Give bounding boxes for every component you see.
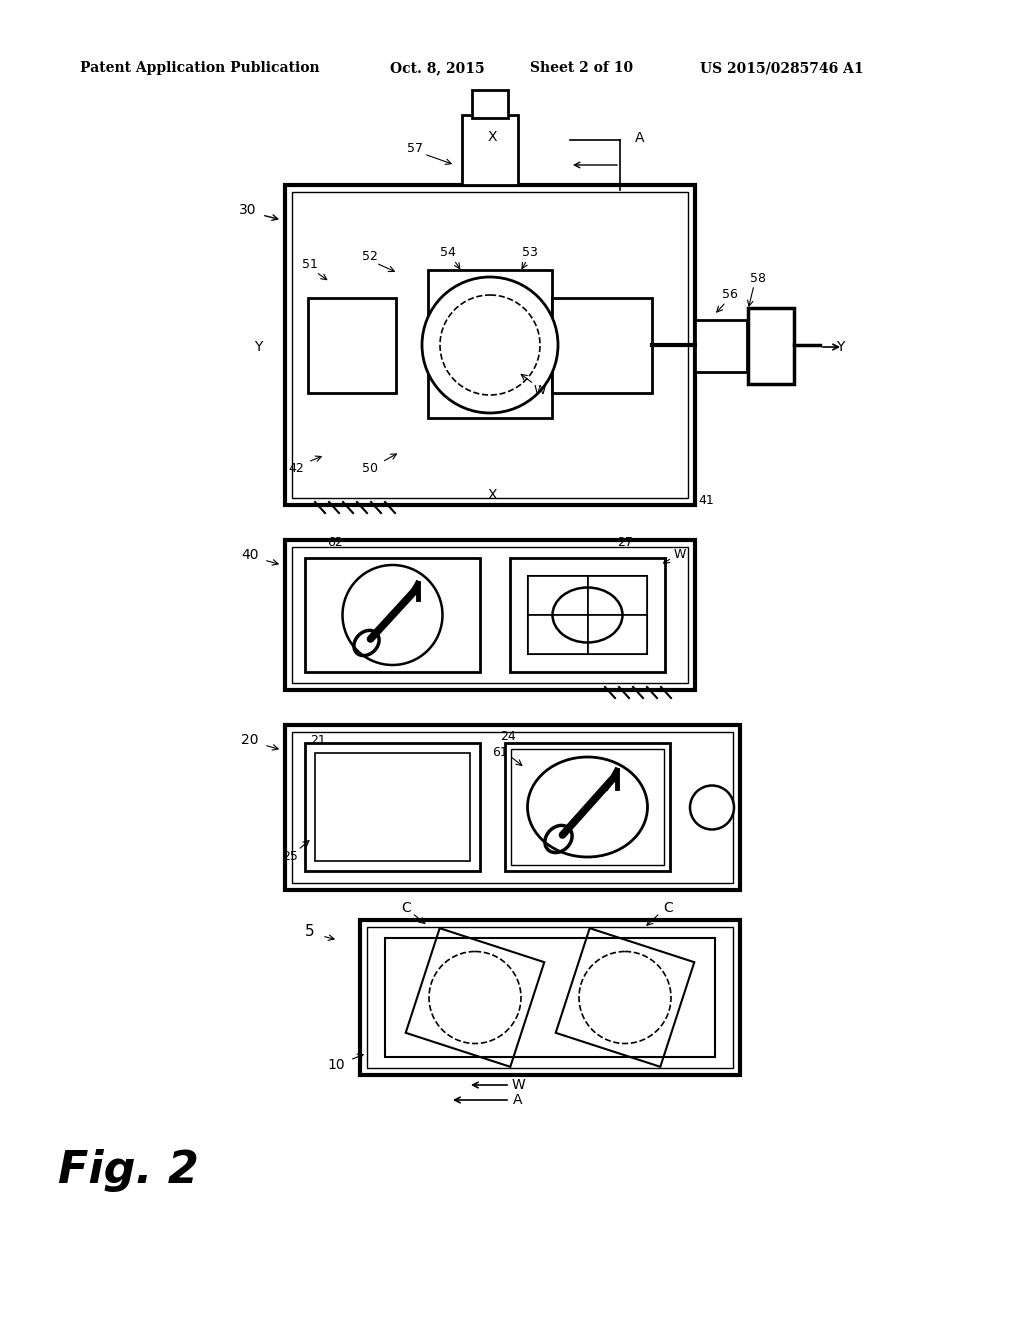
Text: Y: Y <box>254 341 262 354</box>
Bar <box>315 752 470 861</box>
Text: Y: Y <box>836 341 844 354</box>
Bar <box>428 271 552 418</box>
Text: 10: 10 <box>328 1059 345 1072</box>
Circle shape <box>440 294 540 395</box>
Circle shape <box>579 952 671 1044</box>
Bar <box>748 308 794 384</box>
Text: US 2015/0285746 A1: US 2015/0285746 A1 <box>700 61 863 75</box>
Text: A: A <box>635 131 645 145</box>
Bar <box>367 927 733 1068</box>
Bar <box>528 576 588 615</box>
Bar <box>528 615 588 653</box>
Text: 57: 57 <box>407 141 423 154</box>
Text: 20: 20 <box>242 733 259 747</box>
Bar <box>360 920 740 1074</box>
Circle shape <box>422 277 558 413</box>
Bar <box>305 743 480 871</box>
Bar <box>292 191 688 498</box>
Text: 53: 53 <box>522 246 538 259</box>
Text: 61: 61 <box>493 746 508 759</box>
Text: 21: 21 <box>310 734 326 747</box>
Bar <box>285 185 695 506</box>
Bar <box>588 576 647 615</box>
Text: 25: 25 <box>282 850 298 862</box>
Bar <box>462 115 518 185</box>
Bar <box>285 725 740 890</box>
Bar <box>505 743 670 871</box>
Text: X: X <box>487 488 497 502</box>
Text: Patent Application Publication: Patent Application Publication <box>80 61 319 75</box>
Text: 40: 40 <box>242 548 259 562</box>
Text: Oct. 8, 2015: Oct. 8, 2015 <box>390 61 484 75</box>
Bar <box>308 298 396 393</box>
Text: 54: 54 <box>440 246 456 259</box>
Bar <box>528 576 647 653</box>
Text: Fig. 2: Fig. 2 <box>57 1148 199 1192</box>
Bar <box>472 90 508 117</box>
Circle shape <box>342 565 442 665</box>
Text: W: W <box>674 549 686 561</box>
Text: 5: 5 <box>305 924 314 940</box>
Text: 62: 62 <box>327 536 343 549</box>
Text: 56: 56 <box>722 289 738 301</box>
Text: Sheet 2 of 10: Sheet 2 of 10 <box>530 61 633 75</box>
Text: A: A <box>513 1093 522 1107</box>
Text: 51: 51 <box>302 257 317 271</box>
Text: 42: 42 <box>288 462 304 474</box>
Bar <box>695 319 746 372</box>
Bar <box>285 540 695 690</box>
Bar <box>511 748 664 865</box>
Bar <box>510 558 665 672</box>
Bar <box>552 298 652 393</box>
Text: 52: 52 <box>362 249 378 263</box>
Text: 24: 24 <box>500 730 516 742</box>
Bar <box>292 546 688 682</box>
Text: C: C <box>664 902 673 915</box>
Text: 41: 41 <box>698 494 714 507</box>
Bar <box>385 939 715 1057</box>
Text: 27: 27 <box>617 536 633 549</box>
Bar <box>305 558 480 672</box>
Bar <box>292 733 733 883</box>
Text: X: X <box>487 129 497 144</box>
Bar <box>588 615 647 653</box>
Text: C: C <box>401 902 411 915</box>
Text: W: W <box>511 1078 525 1092</box>
Text: 58: 58 <box>750 272 766 285</box>
Text: 50: 50 <box>362 462 378 474</box>
Circle shape <box>429 952 521 1044</box>
Circle shape <box>690 785 734 829</box>
Text: W: W <box>534 384 546 396</box>
Text: 30: 30 <box>240 203 257 216</box>
